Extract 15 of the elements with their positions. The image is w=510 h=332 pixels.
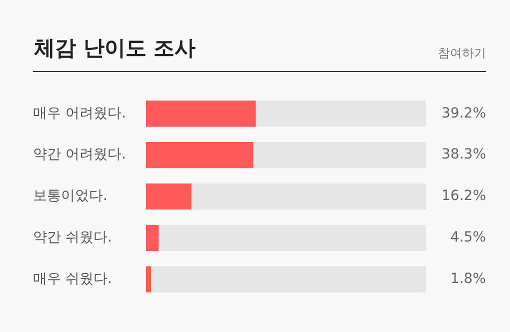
y-tick-label: 보통이었다. <box>33 188 108 204</box>
data-label: 38.3% <box>442 146 486 163</box>
text: 참여하기 <box>438 45 486 62</box>
bar <box>146 183 192 210</box>
data-label: 16.2% <box>442 188 486 204</box>
y-tick-label: 약간 쉬웠다. <box>33 230 112 246</box>
data-label: 39.2% <box>442 105 486 122</box>
y-tick-label: 매우 쉬웠다. <box>33 270 112 287</box>
data-label: 4.5% <box>450 230 486 246</box>
chart-title: 체감 난이도 조사 <box>34 35 196 62</box>
y-tick-label: 매우 어려웠다. <box>33 105 126 122</box>
data-label: 1.8% <box>450 270 486 287</box>
bar <box>146 266 152 292</box>
bar <box>146 224 159 251</box>
y-tick-label: 약간 어려웠다. <box>33 146 126 163</box>
